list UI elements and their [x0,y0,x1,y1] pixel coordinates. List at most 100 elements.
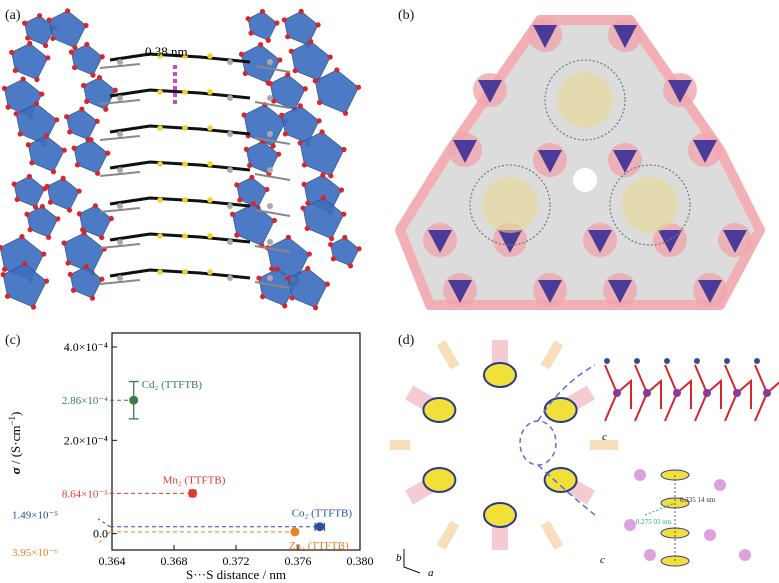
carbon-atom [267,239,273,245]
oxygen-atom [320,172,326,178]
oxygen-atom [234,232,240,238]
oxygen-atom [43,278,50,284]
data-point [129,395,139,405]
metal-atom [613,389,621,397]
ttf-core [622,177,678,233]
oxygen-atom [12,67,18,74]
value-label: 2.86×10⁻⁴ [62,395,108,407]
oxygen-atom [355,84,362,90]
sulfur-atom [207,161,213,167]
oxygen-atom [50,169,57,175]
polyhedron [232,203,275,247]
oxygen-atom [14,196,20,202]
carbon-atom [227,203,233,209]
polyhedron [269,74,306,111]
oxygen-atom [83,263,89,270]
polyhedron [283,10,319,46]
panel-b: (b) [390,0,779,320]
carbon-atom [117,275,123,281]
panel-d-label: (d) [398,333,415,348]
carbon-atom [227,131,233,137]
panel-a-structure: 0.38 nm [0,8,362,311]
oxygen-atom [243,146,250,152]
polyhedron [287,268,328,309]
oxygen-atom [41,251,47,257]
carbon-atom [117,167,123,173]
oxygen-atom [324,281,330,287]
ligand-arm [540,340,564,370]
oxygen-atom [328,241,334,248]
metal-atom [739,549,751,561]
panel-a-label: (a) [5,8,21,23]
oxygen-atom [285,34,291,40]
oxygen-atom [285,234,292,240]
oxygen-atom [42,42,49,49]
metal-node [658,230,682,253]
highlight-circle [519,420,557,466]
oxygen-atom [312,78,318,84]
series-name-label: Cd₂ (TTFTB) [142,379,203,391]
oxygen-atom [108,215,114,222]
value-label: 8.64×10⁻⁵ [62,488,108,500]
panel-c-label: (c) [5,333,21,348]
metal-atom [763,389,771,397]
polyhedron [2,263,47,308]
ligand-bond [99,243,291,253]
oxygen-atom [60,175,66,181]
metal-node [533,25,557,48]
oxygen-atom [17,131,23,137]
oxygen-atom [11,181,17,187]
ttf-stack [483,502,517,528]
carbon-atom [117,59,123,65]
oxygen-atom [0,244,3,251]
metal-node [448,280,472,303]
oxygen-atom [0,272,6,278]
panel-a-distance: 0.38 nm [145,44,188,59]
oxygen-atom [338,187,345,193]
metal-node [698,280,722,303]
metal-node [453,140,477,163]
polyhedron [314,69,360,114]
oxygen-atom [279,112,285,118]
ligand-bond [99,171,291,181]
oxygen-atom [256,275,262,281]
oxygen-atom [13,111,19,117]
sulfur-atom [182,89,188,95]
oxygen-atom [270,143,276,149]
oxygen-atom [61,147,67,153]
panel-d: (d) b a c c 0.335 14 nm 0.275 03 nm [390,325,779,583]
oxygen-atom [327,54,333,60]
oxygen-atom [289,295,295,301]
polyhedron [281,105,320,144]
zoom-lines [537,364,596,516]
oxygen-atom [276,151,282,157]
carbon-atom [117,203,123,209]
polyhedron [83,77,116,110]
inset-chain-bg [600,353,775,433]
polyhedron [245,140,280,175]
ttf-chain [109,52,251,64]
series-name-label: Mn₂ (TTFTB) [163,474,226,486]
ligand-arm [436,520,460,550]
y-tick-label: 0.0 [93,527,108,541]
oxygen-atom [245,16,251,22]
carbon-atom [117,239,123,245]
oxygen-atom [30,304,37,310]
polyhedron [69,266,103,299]
ttf-chain [109,88,251,100]
oxygen-atom [99,276,105,282]
value-label: 3.95×10⁻⁶ [12,547,58,559]
oxygen-atom [45,234,52,240]
oxygen-atom [9,49,15,56]
oxygen-atom [95,170,101,176]
oxygen-atom [341,146,347,153]
carbon-atom [664,358,670,364]
panel-d-structure: b a c c 0.335 14 nm 0.275 03 nm [390,340,779,579]
conductivity-chart: 0.0 2.0×10⁻⁴ 4.0×10⁻⁴ 0.364 0.368 0.372 0.376… [7,332,374,582]
carbon-atom [227,59,233,65]
ttf-chain [109,232,251,244]
ligand-bond [99,63,291,73]
oxygen-atom [92,203,98,209]
oxygen-atom [265,37,271,43]
oxygen-atom [292,68,298,74]
